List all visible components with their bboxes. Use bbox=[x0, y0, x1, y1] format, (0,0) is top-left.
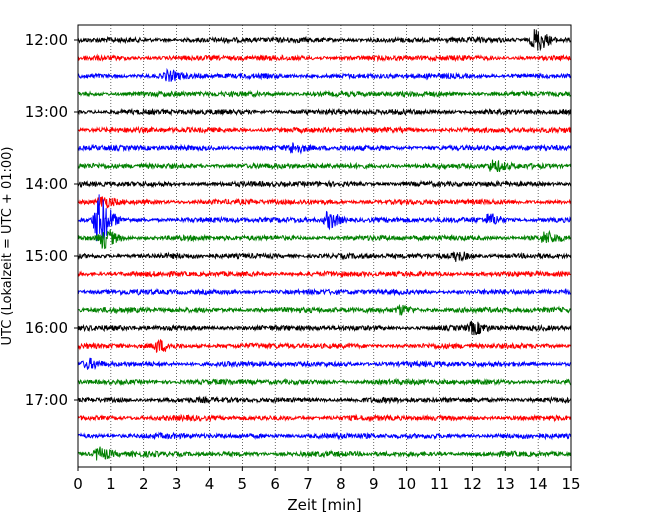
x-tick-label: 4 bbox=[205, 475, 215, 493]
y-tick-label: 17:00 bbox=[25, 391, 68, 409]
y-axis: 12:00 13:00 14:00 15:00 16:00 17:00 bbox=[25, 31, 78, 409]
x-tick-label: 2 bbox=[139, 475, 149, 493]
trace-line bbox=[77, 89, 572, 99]
trace-line bbox=[77, 53, 572, 63]
trace-line bbox=[77, 446, 572, 461]
x-tick-label: 8 bbox=[336, 475, 346, 493]
trace-line bbox=[77, 29, 572, 52]
trace-line bbox=[77, 194, 572, 242]
x-tick-label: 14 bbox=[529, 475, 548, 493]
trace-line bbox=[77, 251, 572, 262]
trace-line bbox=[77, 142, 572, 155]
x-tick-label: 5 bbox=[238, 475, 248, 493]
plot-frame bbox=[77, 24, 572, 468]
trace-line bbox=[77, 125, 572, 135]
trace-line bbox=[77, 338, 572, 353]
trace-line bbox=[77, 413, 572, 423]
x-tick-label: 11 bbox=[430, 475, 449, 493]
trace-line bbox=[77, 196, 572, 209]
trace-line bbox=[77, 269, 572, 279]
x-tick-label: 9 bbox=[369, 475, 379, 493]
trace-line bbox=[77, 320, 572, 336]
trace-line bbox=[77, 179, 572, 189]
x-tick-label: 10 bbox=[397, 475, 416, 493]
x-tick-label: 1 bbox=[106, 475, 116, 493]
x-tick-label: 15 bbox=[561, 475, 580, 493]
y-tick-label: 15:00 bbox=[25, 247, 68, 265]
trace-line bbox=[77, 431, 572, 441]
trace-line bbox=[77, 67, 572, 82]
x-tick-label: 7 bbox=[303, 475, 313, 493]
x-axis: 0 1 2 3 4 5 6 7 8 9 10 11 12 13 14 15 bbox=[73, 467, 581, 493]
trace-line bbox=[77, 303, 572, 316]
x-tick-label: 6 bbox=[270, 475, 280, 493]
y-tick-label: 13:00 bbox=[25, 103, 68, 121]
y-tick-label: 16:00 bbox=[25, 319, 68, 337]
trace-line bbox=[77, 287, 572, 297]
trace-line bbox=[77, 107, 572, 117]
x-tick-label: 12 bbox=[463, 475, 482, 493]
x-axis-label: Zeit [min] bbox=[287, 496, 361, 514]
x-tick-label: 3 bbox=[172, 475, 182, 493]
trace-line bbox=[77, 159, 572, 173]
trace-line bbox=[77, 377, 572, 387]
y-tick-label: 14:00 bbox=[25, 175, 68, 193]
y-axis-label: UTC (Lokalzeit = UTC + 01:00) bbox=[0, 147, 15, 346]
trace-line bbox=[77, 395, 572, 405]
x-tick-label: 0 bbox=[73, 475, 83, 493]
y-tick-label: 12:00 bbox=[25, 31, 68, 49]
trace-group bbox=[77, 29, 572, 461]
trace-line bbox=[77, 229, 572, 250]
x-tick-label: 13 bbox=[496, 475, 515, 493]
trace-line bbox=[77, 357, 572, 371]
